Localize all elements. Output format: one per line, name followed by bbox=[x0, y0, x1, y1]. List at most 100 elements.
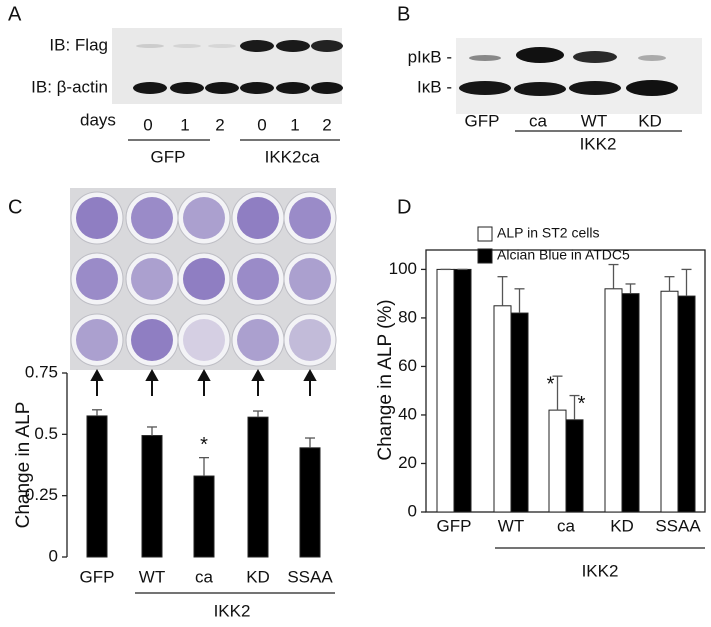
day: 1 bbox=[180, 115, 189, 134]
well-stain bbox=[289, 258, 331, 300]
lane-label: WT bbox=[581, 111, 607, 130]
bar bbox=[299, 447, 321, 558]
well-stain bbox=[289, 319, 331, 361]
group-label: IKK2 bbox=[214, 601, 251, 620]
group-label: GFP bbox=[151, 147, 186, 166]
well-stain bbox=[183, 319, 225, 361]
error-bar bbox=[92, 409, 102, 416]
days-label: days bbox=[80, 110, 116, 129]
lane-label: ca bbox=[529, 111, 548, 130]
error-bar bbox=[305, 437, 315, 448]
group-label: IKK2 bbox=[582, 561, 619, 580]
day: 0 bbox=[143, 115, 152, 134]
well-stain bbox=[289, 197, 331, 239]
day: 2 bbox=[215, 115, 224, 134]
y-tick-label: 0.5 bbox=[34, 424, 58, 443]
bar bbox=[141, 435, 163, 558]
blot-row-label: pIκB - bbox=[408, 47, 452, 66]
x-tick-label: KD bbox=[246, 567, 270, 586]
error-bar bbox=[253, 410, 263, 418]
bar bbox=[247, 416, 269, 558]
group-label: IKK2 bbox=[580, 134, 617, 153]
panel-label: A bbox=[8, 3, 22, 25]
bar bbox=[565, 419, 584, 513]
well-stain bbox=[76, 197, 118, 239]
y-tick-label: 20 bbox=[398, 453, 417, 472]
x-tick-label: KD bbox=[610, 516, 634, 535]
panel-label: D bbox=[397, 196, 411, 218]
well-stain bbox=[76, 258, 118, 300]
panel-label: C bbox=[8, 196, 22, 218]
arrows bbox=[90, 368, 317, 396]
y-tick-label: 40 bbox=[398, 404, 417, 423]
y-axis-label: Change in ALP bbox=[13, 402, 34, 529]
well-stain bbox=[131, 319, 173, 361]
y-tick-label: 0.75 bbox=[25, 362, 58, 381]
well-stain bbox=[237, 258, 279, 300]
x-tick-label: ca bbox=[557, 516, 576, 535]
y-tick-label: 0 bbox=[408, 501, 417, 520]
error-bar bbox=[497, 276, 508, 306]
day: 2 bbox=[322, 115, 331, 134]
well-stain bbox=[237, 319, 279, 361]
legend-swatch bbox=[477, 226, 493, 242]
well-stain bbox=[237, 197, 279, 239]
error-bar bbox=[625, 283, 636, 294]
error-bar bbox=[664, 276, 675, 292]
annotation: * bbox=[547, 373, 555, 395]
blot-bands bbox=[459, 47, 678, 96]
x-tick-label: SSAA bbox=[287, 567, 333, 586]
error-bar bbox=[514, 288, 525, 314]
bar bbox=[621, 293, 640, 513]
y-tick-label: 60 bbox=[398, 356, 417, 375]
blot-bands bbox=[133, 40, 343, 94]
day: 0 bbox=[257, 115, 266, 134]
bar bbox=[436, 268, 455, 513]
well-stain bbox=[183, 258, 225, 300]
blot bbox=[456, 38, 702, 114]
error-bar bbox=[552, 375, 563, 411]
error-bar bbox=[147, 426, 157, 436]
bar bbox=[510, 312, 529, 513]
y-tick-label: 100 bbox=[389, 259, 417, 278]
legend-label: ALP in ST2 cells bbox=[497, 225, 599, 241]
x-tick-label: WT bbox=[139, 567, 165, 586]
x-tick-label: WT bbox=[498, 516, 524, 535]
error-bar bbox=[608, 263, 619, 289]
annotation: * bbox=[200, 434, 208, 456]
legend-swatch bbox=[477, 248, 493, 264]
y-tick-label: 0 bbox=[49, 546, 58, 565]
x-tick-label: GFP bbox=[437, 516, 472, 535]
well-stain bbox=[131, 197, 173, 239]
legend-label: Alcian Blue in ATDC5 bbox=[497, 247, 630, 263]
lane-label: KD bbox=[638, 111, 662, 130]
bar bbox=[548, 409, 567, 513]
bar bbox=[86, 415, 108, 558]
day: 1 bbox=[290, 115, 299, 134]
blot-row-label: IB: β-actin bbox=[31, 77, 108, 96]
annotation: * bbox=[578, 393, 586, 415]
panel-label: B bbox=[397, 3, 410, 25]
wells bbox=[70, 191, 337, 367]
group-label: IKK2ca bbox=[265, 147, 320, 166]
well-stain bbox=[76, 319, 118, 361]
bar bbox=[453, 268, 472, 513]
well-stain bbox=[131, 258, 173, 300]
lane-label: GFP bbox=[465, 111, 500, 130]
x-tick-label: GFP bbox=[80, 567, 115, 586]
blot-row-label: IB: Flag bbox=[49, 35, 108, 54]
error-bar bbox=[199, 456, 209, 477]
y-tick-label: 0.25 bbox=[25, 485, 58, 504]
y-axis-label: Change in ALP (%) bbox=[375, 299, 396, 460]
bar bbox=[604, 288, 623, 513]
bar bbox=[193, 475, 215, 558]
error-bar bbox=[569, 394, 580, 420]
error-bar bbox=[681, 268, 692, 297]
bar bbox=[660, 290, 679, 513]
x-tick-label: ca bbox=[195, 567, 214, 586]
bar bbox=[493, 305, 512, 513]
blot-row-label: IκB - bbox=[417, 77, 452, 96]
bar bbox=[677, 295, 696, 513]
well-stain bbox=[183, 197, 225, 239]
